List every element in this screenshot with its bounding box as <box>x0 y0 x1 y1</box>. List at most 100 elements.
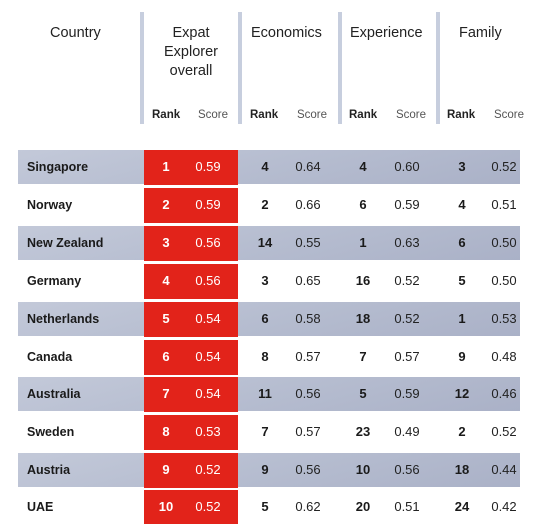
overall-cell: 10 0.52 <box>144 490 238 524</box>
family-score: 0.52 <box>491 424 517 439</box>
table-row: UAE 5 0.62 20 0.51 24 0.42 <box>18 490 520 524</box>
family-rank: 3 <box>458 159 466 174</box>
family-rank: 18 <box>454 462 470 477</box>
overall-cell: 2 0.59 <box>144 188 238 223</box>
overall-cell: 6 0.54 <box>144 340 238 375</box>
table-row: Norway 2 0.66 6 0.59 4 0.51 <box>18 188 520 222</box>
family-rank: 4 <box>458 197 466 212</box>
economics-score: 0.55 <box>295 235 321 250</box>
economics-rank: 5 <box>261 499 269 514</box>
overall-score: 0.54 <box>195 349 221 364</box>
experience-rank: 7 <box>359 349 367 364</box>
overall-rank: 7 <box>162 386 170 401</box>
economics-rank: 14 <box>257 235 273 250</box>
overall-cell: 1 0.59 <box>144 150 238 185</box>
family-rank: 24 <box>454 499 470 514</box>
experience-score: 0.60 <box>394 159 420 174</box>
country-name: Norway <box>27 198 73 212</box>
economics-rank: 4 <box>261 159 269 174</box>
experience-score: 0.63 <box>394 235 420 250</box>
overall-cell: 5 0.54 <box>144 302 238 337</box>
family-rank: 9 <box>458 349 466 364</box>
economics-score: 0.64 <box>295 159 321 174</box>
subheader-rank: Rank <box>152 109 181 121</box>
header-country: Country <box>50 25 101 41</box>
subheader-score: Score <box>296 109 328 121</box>
family-score: 0.44 <box>491 462 517 477</box>
overall-score: 0.59 <box>195 159 221 174</box>
overall-score: 0.59 <box>195 197 221 212</box>
family-rank: 1 <box>458 311 466 326</box>
country-name: Sweden <box>27 425 75 439</box>
experience-rank: 4 <box>359 159 367 174</box>
table-row: Sweden 7 0.57 23 0.49 2 0.52 <box>18 415 520 449</box>
overall-rank: 3 <box>162 235 170 250</box>
economics-score: 0.57 <box>295 349 321 364</box>
economics-score: 0.58 <box>295 311 321 326</box>
column-divider <box>436 12 440 124</box>
family-score: 0.53 <box>491 311 517 326</box>
experience-rank: 10 <box>355 462 371 477</box>
family-score: 0.42 <box>491 499 517 514</box>
subheader-score: Score <box>493 109 525 121</box>
overall-rank: 4 <box>162 273 170 288</box>
overall-rank: 9 <box>162 462 170 477</box>
column-divider <box>140 12 144 124</box>
overall-cell: 9 0.52 <box>144 453 238 488</box>
experience-score: 0.52 <box>394 311 420 326</box>
table-row: New Zealand 14 0.55 1 0.63 6 0.50 <box>18 226 520 260</box>
header-overall-line-3: overall <box>169 63 213 79</box>
overall-score: 0.56 <box>195 273 221 288</box>
overall-rank: 8 <box>162 424 170 439</box>
overall-rank: 2 <box>162 197 170 212</box>
subheader-score: Score <box>197 109 229 121</box>
experience-score: 0.51 <box>394 499 420 514</box>
economics-rank: 6 <box>261 311 269 326</box>
country-name: Germany <box>27 274 82 288</box>
country-name: Singapore <box>27 160 89 174</box>
header-overall-line-2: Explorer <box>164 44 218 60</box>
economics-rank: 11 <box>258 386 272 401</box>
experience-rank: 16 <box>355 273 371 288</box>
family-score: 0.46 <box>491 386 517 401</box>
family-rank: 6 <box>458 235 466 250</box>
table-row: Germany 3 0.65 16 0.52 5 0.50 <box>18 264 520 298</box>
overall-score: 0.52 <box>195 499 221 514</box>
header-overall: Expat Explorer overall <box>148 24 234 81</box>
overall-cell: 7 0.54 <box>144 377 238 412</box>
overall-rank: 5 <box>162 311 170 326</box>
experience-rank: 20 <box>355 499 371 514</box>
experience-score: 0.57 <box>394 349 420 364</box>
family-rank: 12 <box>454 386 470 401</box>
experience-score: 0.52 <box>394 273 420 288</box>
subheader-rank: Rank <box>349 109 378 121</box>
table-row: Canada 8 0.57 7 0.57 9 0.48 <box>18 340 520 374</box>
subheader-score: Score <box>395 109 427 121</box>
experience-score: 0.59 <box>394 197 420 212</box>
economics-score: 0.57 <box>295 424 321 439</box>
overall-score: 0.53 <box>195 424 221 439</box>
overall-score: 0.54 <box>195 311 221 326</box>
country-name: Canada <box>27 350 73 364</box>
family-score: 0.48 <box>491 349 517 364</box>
overall-rank: 6 <box>162 349 170 364</box>
header-family: Family <box>459 25 502 41</box>
country-name: Australia <box>27 387 81 401</box>
family-score: 0.51 <box>491 197 517 212</box>
overall-cell: 4 0.56 <box>144 264 238 299</box>
country-name: Austria <box>27 463 71 477</box>
country-name: UAE <box>27 500 54 514</box>
overall-cell: 3 0.56 <box>144 226 238 261</box>
experience-score: 0.56 <box>394 462 420 477</box>
table-row: Netherlands 6 0.58 18 0.52 1 0.53 <box>18 302 520 336</box>
header-experience: Experience <box>350 25 423 41</box>
economics-score: 0.62 <box>295 499 321 514</box>
column-divider <box>338 12 342 124</box>
column-divider <box>238 12 242 124</box>
overall-rank: 10 <box>158 499 174 514</box>
subheader-rank: Rank <box>250 109 279 121</box>
experience-rank: 23 <box>355 424 371 439</box>
overall-score: 0.54 <box>195 386 221 401</box>
experience-rank: 6 <box>359 197 367 212</box>
economics-score: 0.66 <box>295 197 321 212</box>
